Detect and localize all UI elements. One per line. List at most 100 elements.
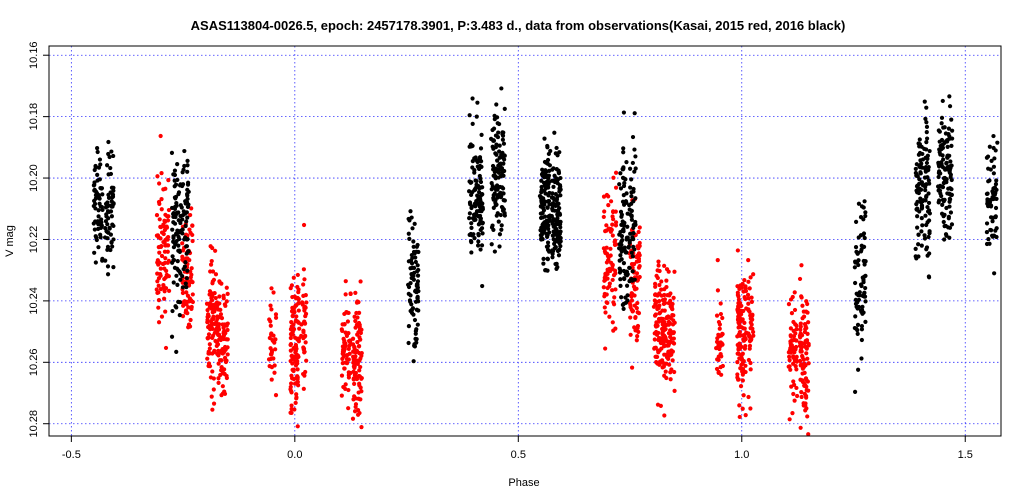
data-point [184,276,190,281]
data-point [742,278,747,283]
data-point [799,333,805,338]
data-point [672,269,677,274]
data-point [184,251,189,256]
data-point [156,283,161,288]
data-point [863,319,868,324]
data-point [289,403,294,408]
data-point [304,300,309,305]
data-point [414,340,419,345]
data-point [946,214,951,219]
data-point [185,180,191,185]
data-point [631,231,636,236]
data-point [490,144,495,149]
data-point [944,233,949,238]
data-point [743,288,749,294]
data-point [176,299,181,305]
data-point [630,160,635,166]
data-point [654,320,659,325]
data-point [788,367,793,372]
data-point [656,316,662,322]
data-point [96,214,101,219]
data-point [720,363,725,369]
data-point [539,184,544,190]
data-point [855,328,860,333]
data-point [110,244,115,249]
data-point [861,244,867,249]
data-point [861,258,866,264]
data-point [632,277,637,282]
data-point [210,369,215,374]
data-point [190,280,195,285]
data-point [496,130,501,135]
data-point [412,265,417,270]
data-point [477,189,482,195]
data-point [793,322,798,327]
data-point [181,209,186,214]
data-point [301,293,306,298]
data-point [653,284,658,289]
data-point [743,363,748,368]
data-point [415,263,420,268]
data-point [174,305,179,310]
data-point [927,181,932,186]
data-point [155,174,160,179]
data-point [545,240,551,245]
data-point [915,225,920,230]
data-point [718,301,723,306]
data-point [180,290,186,296]
data-point [352,365,357,370]
data-point [633,196,638,201]
data-point [412,343,417,348]
data-point [749,295,754,300]
data-point [665,343,670,348]
data-point [224,299,229,304]
data-point [176,210,181,215]
data-point [926,275,932,280]
data-point [860,304,865,309]
data-point [180,217,185,222]
data-point [855,251,860,256]
data-point [341,349,346,354]
data-point [356,344,362,349]
data-point [97,201,102,206]
data-point [108,247,113,253]
data-point [859,327,865,332]
data-point [175,161,180,167]
data-point [295,361,300,366]
data-point [989,158,994,163]
data-point [668,334,673,339]
data-point [632,247,637,252]
data-point [668,377,673,382]
data-point [491,173,496,178]
data-point [500,169,505,174]
data-point [159,314,165,319]
data-point [658,336,664,341]
data-point [987,144,992,149]
data-point [477,166,482,171]
data-point [603,310,608,315]
data-point [223,359,229,364]
data-point [660,316,665,322]
data-point [301,336,306,341]
data-point [348,291,353,296]
data-point [863,213,868,219]
data-point [205,356,210,361]
data-point [991,171,996,176]
data-point [853,301,859,306]
data-point [301,345,306,350]
data-point [799,394,804,400]
data-point [804,346,809,351]
data-point [210,310,215,315]
data-point [297,326,302,331]
data-point [654,273,659,278]
data-point [990,234,995,239]
data-point [806,320,811,325]
data-point [629,217,634,222]
data-point [747,286,752,291]
data-point [468,202,473,207]
data-point [631,284,637,289]
data-point [111,201,116,206]
data-point [993,214,998,219]
data-point [103,201,109,206]
data-point [751,272,756,277]
